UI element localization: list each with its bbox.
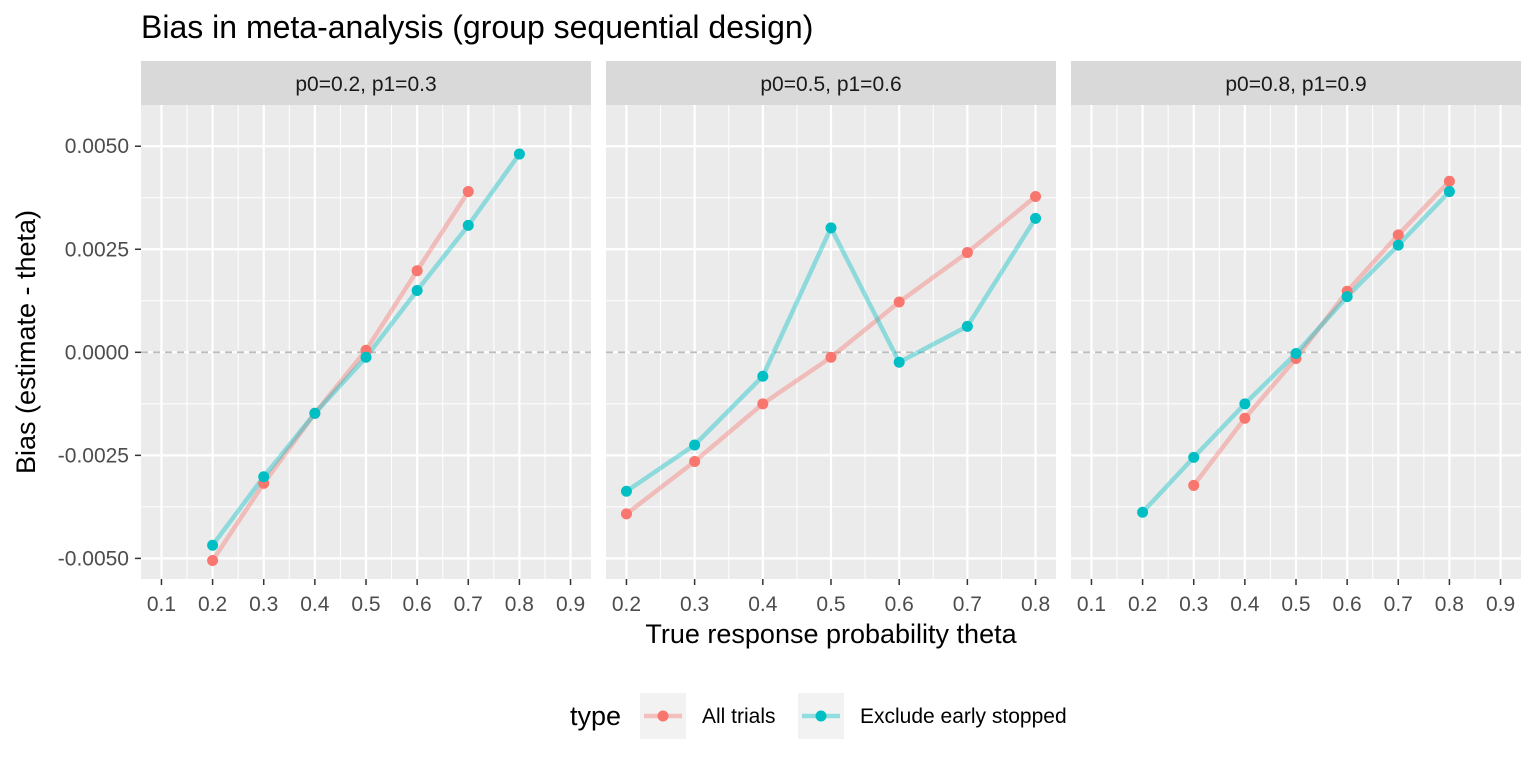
data-point (961, 320, 973, 332)
x-tick-label: 0.5 (351, 593, 380, 616)
series-line (210, 190, 471, 562)
legend-item: Exclude early stopped (798, 693, 1067, 739)
legend-label: Exclude early stopped (860, 705, 1067, 728)
y-axis-title: Bias (estimate - theta) (11, 210, 41, 474)
data-point (411, 265, 423, 277)
data-point (620, 508, 632, 520)
data-point (757, 398, 769, 410)
facet-panel: p0=0.2, p1=0.3 0.1 0.2 0.3 0.4 0.5 0.6 0.7 0.8 0.… (58, 61, 591, 616)
data-point (411, 284, 423, 296)
x-tick-label: 0.3 (249, 593, 278, 616)
data-point (1188, 479, 1200, 491)
legend-title: type (570, 701, 621, 731)
data-point (258, 471, 270, 483)
facet-panel: p0=0.5, p1=0.6 0.2 0.3 0.4 0.5 0.6 0.7 0.8 (606, 61, 1056, 616)
chart-title: Bias in meta-analysis (group sequential … (141, 9, 813, 45)
legend-key-point (657, 710, 669, 722)
legend: type All trials Exclude early stopped (570, 693, 1067, 739)
x-tick-label: 0.1 (147, 593, 176, 616)
x-tick-label: 0.2 (1128, 593, 1157, 616)
data-point (1392, 239, 1404, 251)
legend-item: All trials (640, 693, 776, 739)
data-point (1239, 412, 1251, 424)
x-tick-label: 0.1 (1077, 593, 1106, 616)
data-point (1443, 175, 1455, 187)
x-tick-label: 0.2 (612, 593, 641, 616)
data-point (961, 247, 973, 259)
facet-panels: p0=0.2, p1=0.3 0.1 0.2 0.3 0.4 0.5 0.6 0.7 0.8 0.… (58, 61, 1521, 616)
facet-strip-label: p0=0.8, p1=0.9 (1225, 73, 1366, 96)
x-tick-label: 0.9 (556, 593, 585, 616)
x-tick-label: 0.7 (454, 593, 483, 616)
data-point (1239, 398, 1251, 410)
data-point (689, 439, 701, 451)
data-point (360, 351, 372, 363)
data-point (689, 456, 701, 468)
x-tick-label: 0.3 (680, 593, 709, 616)
x-tick-label: 0.2 (198, 593, 227, 616)
data-point (1030, 191, 1042, 203)
x-tick-label: 0.4 (1230, 593, 1260, 616)
data-point (462, 186, 474, 198)
data-point (513, 148, 525, 160)
x-tick-label: 0.7 (1384, 593, 1413, 616)
data-point (825, 222, 837, 234)
x-tick-label: 0.9 (1486, 593, 1515, 616)
x-axis-title: True response probability theta (645, 619, 1017, 649)
data-point (1341, 291, 1353, 303)
facet-strip (1071, 61, 1521, 105)
x-tick-label: 0.8 (1435, 593, 1464, 616)
data-point (1392, 229, 1404, 241)
y-tick-label: 0.0000 (65, 341, 129, 364)
facet-strip-label: p0=0.5, p1=0.6 (760, 73, 901, 96)
facet-panel: p0=0.8, p1=0.9 0.1 0.2 0.3 0.4 0.5 0.6 0.7 0.8 0.… (1071, 61, 1521, 616)
x-tick-label: 0.8 (1021, 593, 1050, 616)
data-point (1137, 506, 1149, 518)
facet-strip (141, 61, 591, 105)
data-point (1443, 186, 1455, 198)
x-tick-label: 0.3 (1179, 593, 1208, 616)
data-point (757, 370, 769, 382)
y-tick-label: 0.0025 (65, 238, 129, 261)
facet-strip (606, 61, 1056, 105)
x-tick-label: 0.6 (885, 593, 914, 616)
data-point (893, 356, 905, 368)
x-tick-label: 0.6 (1333, 593, 1362, 616)
data-point (1188, 451, 1200, 463)
x-tick-label: 0.6 (403, 593, 432, 616)
data-point (309, 407, 321, 419)
x-tick-label: 0.4 (300, 593, 330, 616)
data-point (893, 296, 905, 308)
x-tick-label: 0.4 (748, 593, 778, 616)
y-tick-label: -0.0025 (58, 444, 129, 467)
x-tick-label: 0.5 (816, 593, 845, 616)
facet-strip-label: p0=0.2, p1=0.3 (295, 73, 436, 96)
legend-keys: All trials Exclude early stopped (640, 693, 1067, 739)
data-point (462, 219, 474, 231)
data-point (825, 351, 837, 363)
series-line (1191, 179, 1452, 487)
y-tick-label: -0.0050 (58, 547, 129, 570)
y-tick-label: 0.0050 (65, 135, 129, 158)
x-tick-label: 0.5 (1281, 593, 1310, 616)
data-point (207, 554, 219, 566)
data-point (1030, 212, 1042, 224)
data-point (1290, 348, 1302, 360)
data-point (620, 485, 632, 497)
x-tick-label: 0.7 (953, 593, 982, 616)
legend-key-point (815, 710, 827, 722)
x-tick-label: 0.8 (505, 593, 534, 616)
data-point (207, 539, 219, 551)
legend-label: All trials (702, 705, 776, 728)
